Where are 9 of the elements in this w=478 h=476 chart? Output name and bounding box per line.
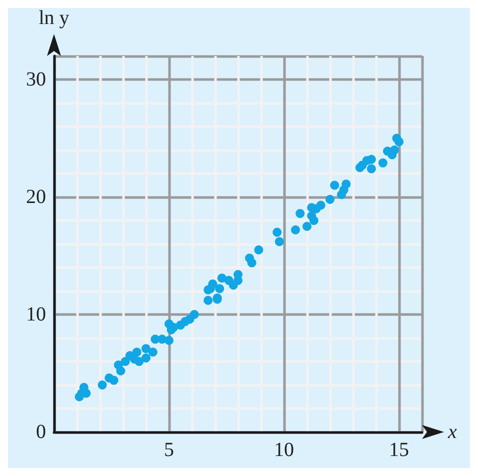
x-tick-label: 5	[164, 439, 174, 461]
y-tick-label: 20	[26, 186, 46, 208]
x-tick-label: 10	[274, 439, 294, 461]
x-axis-title: x	[447, 421, 457, 443]
y-tick-label: 30	[26, 68, 46, 90]
y-tick-label: 0	[36, 421, 46, 443]
x-tick-label: 15	[389, 439, 409, 461]
y-tick-label: 10	[26, 304, 46, 326]
y-axis-title: ln y	[38, 7, 70, 29]
